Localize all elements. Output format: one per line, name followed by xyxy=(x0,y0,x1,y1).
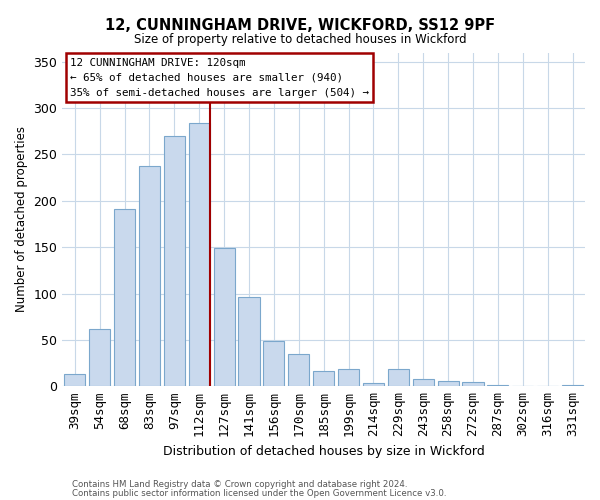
Text: Contains HM Land Registry data © Crown copyright and database right 2024.: Contains HM Land Registry data © Crown c… xyxy=(72,480,407,489)
Bar xyxy=(338,368,359,386)
Text: Size of property relative to detached houses in Wickford: Size of property relative to detached ho… xyxy=(134,32,466,46)
Bar xyxy=(463,382,484,386)
Bar xyxy=(413,379,434,386)
Bar xyxy=(89,329,110,386)
Bar xyxy=(388,368,409,386)
Text: 12 CUNNINGHAM DRIVE: 120sqm
← 65% of detached houses are smaller (940)
35% of se: 12 CUNNINGHAM DRIVE: 120sqm ← 65% of det… xyxy=(70,58,369,98)
Bar xyxy=(437,380,458,386)
Bar xyxy=(139,166,160,386)
Bar xyxy=(313,370,334,386)
Text: Contains public sector information licensed under the Open Government Licence v3: Contains public sector information licen… xyxy=(72,488,446,498)
Bar xyxy=(164,136,185,386)
Y-axis label: Number of detached properties: Number of detached properties xyxy=(15,126,28,312)
Bar xyxy=(288,354,310,386)
Bar xyxy=(238,298,260,386)
Bar xyxy=(64,374,85,386)
Bar xyxy=(114,209,135,386)
Bar xyxy=(263,341,284,386)
Bar xyxy=(214,248,235,386)
X-axis label: Distribution of detached houses by size in Wickford: Distribution of detached houses by size … xyxy=(163,444,485,458)
Bar xyxy=(188,123,210,386)
Text: 12, CUNNINGHAM DRIVE, WICKFORD, SS12 9PF: 12, CUNNINGHAM DRIVE, WICKFORD, SS12 9PF xyxy=(105,18,495,32)
Bar xyxy=(363,382,384,386)
